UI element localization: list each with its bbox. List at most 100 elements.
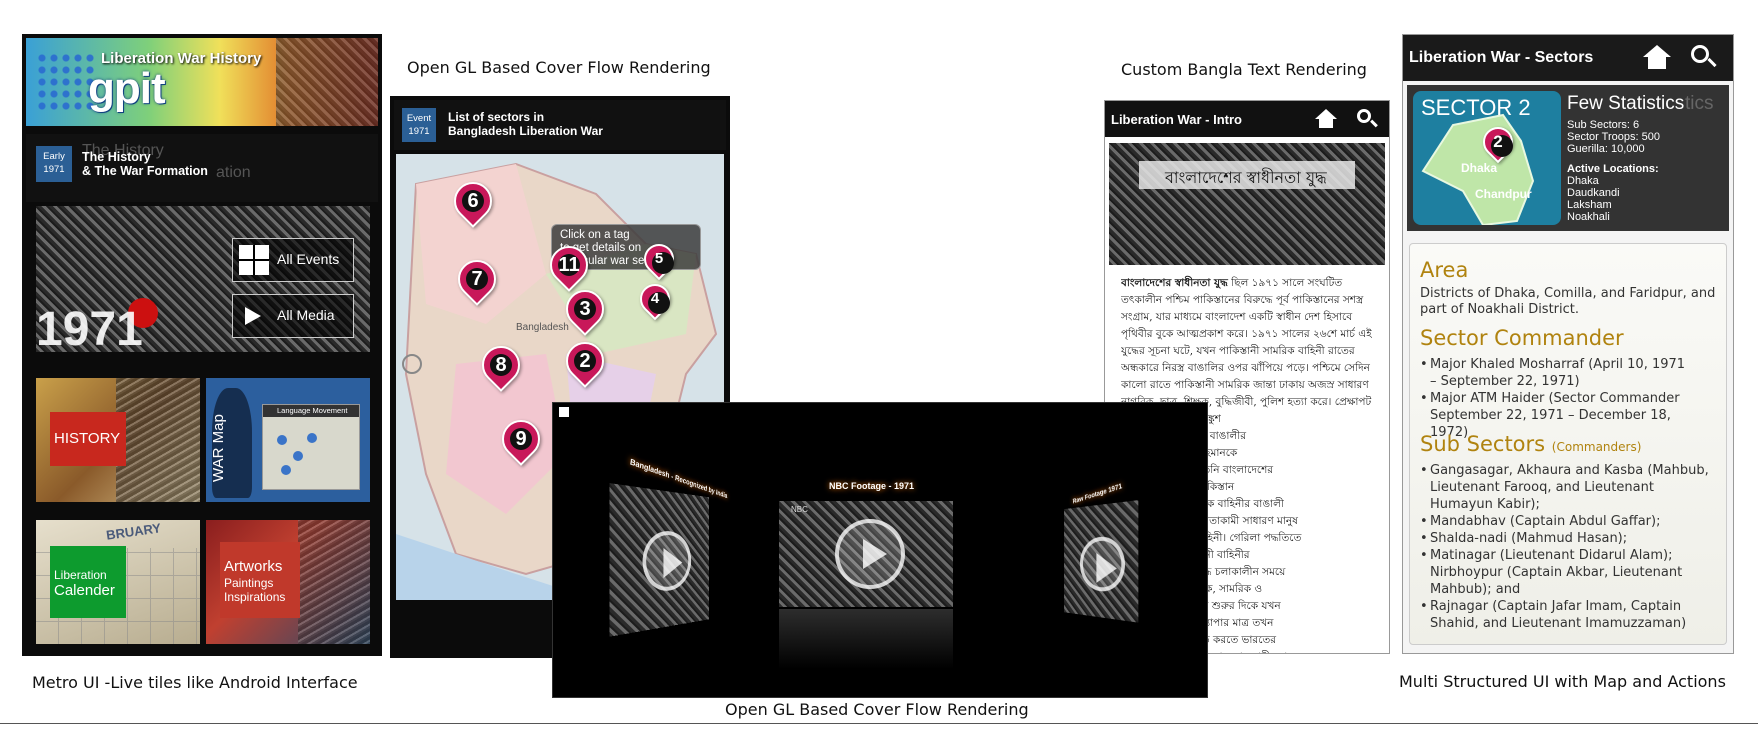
commander-list: Major Khaled Mosharraf (April 10, 1971 –… xyxy=(1420,356,1686,441)
cover-left[interactable]: Bangladesh - Recognized by India xyxy=(609,457,728,637)
sector-map-card[interactable]: SECTOR 2 2 Dhaka Chandpur xyxy=(1413,91,1561,225)
calendar-green-block xyxy=(50,546,126,618)
gpit-logo: gpit xyxy=(88,64,166,113)
nbc-logo: NBC xyxy=(791,505,808,514)
all-media-button[interactable]: All Media xyxy=(232,294,354,338)
intro-bold-lead: বাংলাদেশের স্বাধীনতা যুদ্ধ xyxy=(1121,277,1228,289)
stats-list: Sub Sectors: 6 Sector Troops: 500 Gueril… xyxy=(1567,119,1660,223)
map-label-dhaka: Dhaka xyxy=(1461,161,1498,175)
caption-bangla-rendering: Custom Bangla Text Rendering xyxy=(1121,60,1367,79)
list-item: Gangasagar, Akhaura and Kasba (Mahbub, L… xyxy=(1420,462,1714,513)
map-dot-icon xyxy=(281,465,291,475)
sub-sectors-title: Sub Sectors (Commanders) xyxy=(1420,432,1641,456)
metro-screen: Liberation War History gpit Early 1971 T… xyxy=(22,34,382,656)
cover-center[interactable]: NBC Footage - 1971 NBC xyxy=(779,481,953,607)
intro-line: অন্ধকারে নিরস্ত্র বাঙালির ওপর ঝাঁপিয়ে প… xyxy=(1121,362,1370,374)
history-artwork xyxy=(116,378,200,502)
banner: Liberation War History gpit xyxy=(26,38,378,126)
map-dot-icon xyxy=(277,435,287,445)
pin-number: 2 xyxy=(1485,129,1511,155)
play-icon[interactable] xyxy=(835,519,905,589)
pin-number: 2 xyxy=(568,344,602,378)
pin-number: 6 xyxy=(456,184,490,218)
event-1971-badge: Event 1971 xyxy=(402,108,436,142)
stat-guerilla: Guerilla: 10,000 xyxy=(1567,143,1645,155)
intro-banner-text: বাংলাদেশের স্বাধীনতা যুদ্ধ xyxy=(1165,168,1327,187)
artwork-image xyxy=(298,520,370,644)
intro-banner-photo: বাংলাদেশের স্বাধীনতা যুদ্ধ xyxy=(1109,143,1385,265)
stats-ghost: tics xyxy=(1685,93,1714,114)
stats-block: Few Statistics tics Sub Sectors: 6 Secto… xyxy=(1567,91,1723,225)
dots-logo-icon xyxy=(36,52,96,112)
hero-crowd-photo: 1971 All Events All Media xyxy=(36,206,370,356)
tile-artworks[interactable]: Artworks Paintings Inspirations xyxy=(206,520,370,644)
intro-line: তৎকালীন পশ্চিম পাকিস্তানের বিরুদ্ধে পূর্… xyxy=(1121,294,1364,306)
location-item: Dhaka xyxy=(1567,175,1599,187)
stat-sub-sectors: Sub Sectors: 6 xyxy=(1567,119,1640,131)
intro-line: সংগ্রাম, যার মাধ্যমে বাংলাদেশ একটি স্বাধ… xyxy=(1121,311,1353,323)
map-dot-icon xyxy=(293,451,303,461)
active-locations-title: Active Locations: xyxy=(1567,163,1659,175)
sectors-screen: Liberation War - Sectors SECTOR 2 2 Dhak… xyxy=(1402,34,1734,654)
caption-multi-structured: Multi Structured UI with Map and Actions xyxy=(1399,672,1726,691)
ghost-title: The History xyxy=(82,142,164,159)
home-icon[interactable] xyxy=(1315,109,1337,129)
intro-line: । এভাবে ভারত বাংলাদেশের স্বাধীনতা xyxy=(1121,649,1381,653)
banner-title: Liberation War History xyxy=(101,50,262,67)
pin-number: 8 xyxy=(484,348,518,382)
intro-line: ছিল ১৯৭১ সালে সংঘটিত xyxy=(1231,277,1343,289)
sector-detail-card: Area Districts of Dhaka, Comilla, and Fa… xyxy=(1409,243,1727,645)
pin-number: 9 xyxy=(504,422,538,456)
tooltip-line1: Click on a tag xyxy=(560,229,630,241)
intro-line: পৃথিবীর বুকে আত্মপ্রকাশ করে। ১৯৭১ সালের … xyxy=(1121,328,1372,340)
map-label-chandpur: Chandpur xyxy=(1475,187,1532,201)
intro-banner-plate xyxy=(1139,161,1355,189)
tile-warmap-label: WAR Map xyxy=(210,414,227,482)
stats-title: Few Statistics xyxy=(1567,93,1685,114)
tile-art-line2: Paintings xyxy=(224,576,274,590)
tile-calendar[interactable]: BRUARY Liberation Calender xyxy=(36,520,200,644)
big-year: 1971 xyxy=(36,303,143,356)
area-text: Districts of Dhaka, Comilla, and Faridpu… xyxy=(1420,286,1715,318)
search-icon[interactable] xyxy=(1357,109,1378,128)
badge-line1: Event xyxy=(406,113,432,124)
location-item: Daudkandi xyxy=(1567,187,1620,199)
badge-line2: 1971 xyxy=(408,126,430,137)
search-icon[interactable] xyxy=(1691,45,1717,68)
all-events-label: All Events xyxy=(277,251,340,267)
commander-title: Sector Commander xyxy=(1420,326,1624,350)
map-zoom-icon[interactable] xyxy=(402,354,422,374)
calendar-month: BRUARY xyxy=(105,520,162,543)
cover-right[interactable]: Raw Footage 1971 xyxy=(1064,483,1139,623)
tile-art-line1: Artworks xyxy=(224,558,283,575)
pin-number: 5 xyxy=(646,246,672,272)
all-events-button[interactable]: All Events xyxy=(232,238,354,282)
red-dot-icon xyxy=(128,298,158,328)
location-item: Noakhali xyxy=(1567,211,1610,223)
list-item: Matinagar (Lieutenant Didarul Alam); Nir… xyxy=(1420,547,1714,598)
home-icon[interactable] xyxy=(1643,45,1671,69)
metro-title: The History & The War Formation xyxy=(82,150,208,178)
country-label: Bangladesh xyxy=(516,322,569,333)
intro-header: Liberation War - Intro xyxy=(1105,101,1389,137)
list-item: Rajnagar (Captain Jafar Imam, Captain Sh… xyxy=(1420,598,1714,632)
tile-cal-line1: Liberation xyxy=(54,568,107,582)
list-item: Major Khaled Mosharraf (April 10, 1971 –… xyxy=(1420,356,1686,390)
mini-map: Language Movement xyxy=(262,404,360,490)
location-item: Laksham xyxy=(1567,199,1612,211)
cover-center-title: NBC Footage - 1971 xyxy=(829,481,915,491)
intro-header-title: Liberation War - Intro xyxy=(1111,111,1242,127)
pin-number: 3 xyxy=(568,292,602,326)
window-corner-icon xyxy=(559,407,569,417)
pin-number: 7 xyxy=(460,262,494,296)
caption-metro-ui: Metro UI -Live tiles like Android Interf… xyxy=(32,673,358,692)
grid-icon xyxy=(239,245,269,275)
map-header: Event 1971 List of sectors in Bangladesh… xyxy=(394,100,726,150)
tile-history[interactable]: HISTORY xyxy=(36,378,200,502)
coverflow-panel: Bangladesh - Recognized by India NBC Foo… xyxy=(552,402,1208,698)
stat-troops: Sector Troops: 500 xyxy=(1567,131,1660,143)
sectors-header: Liberation War - Sectors xyxy=(1403,35,1733,81)
pin-number: 11 xyxy=(552,248,586,282)
tile-war-map[interactable]: WAR Map Language Movement xyxy=(206,378,370,502)
early-1971-badge: Early 1971 xyxy=(36,146,72,182)
